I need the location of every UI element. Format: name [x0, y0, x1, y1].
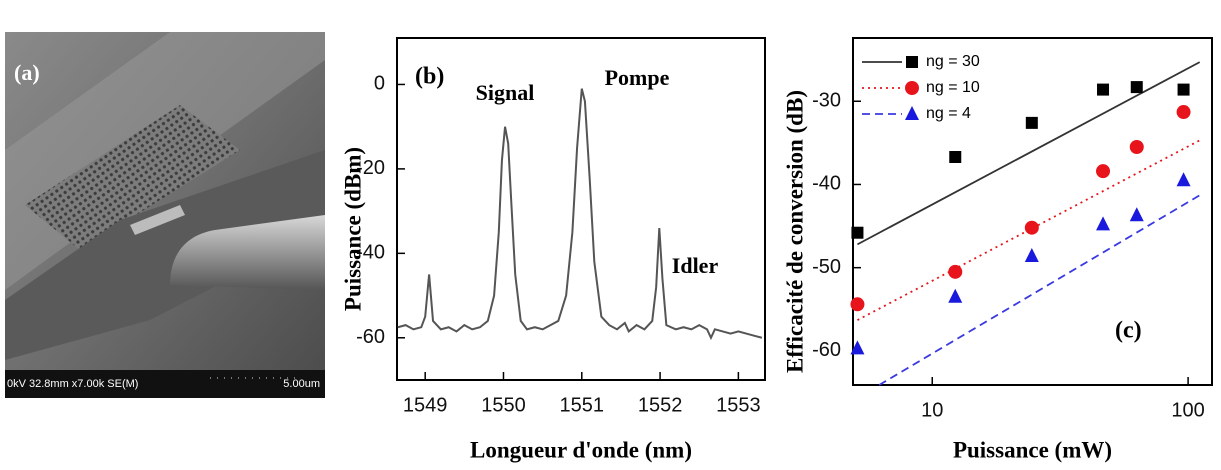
legend-label: ng = 4 — [926, 105, 971, 122]
panel-label: (c) — [1115, 318, 1142, 344]
legend-marker — [905, 106, 919, 120]
x-tick-label: 1552 — [638, 394, 683, 416]
data-point — [948, 264, 963, 279]
data-point — [1177, 83, 1190, 96]
x-axis-title: Longueur d'onde (nm) — [470, 437, 692, 462]
annotation: Pompe — [605, 65, 670, 90]
y-tick-label: -40 — [356, 242, 385, 264]
data-point — [1176, 172, 1191, 187]
scale-info: 0kV 32.8mm x7.00k SE(M) — [7, 378, 138, 390]
data-point — [1130, 81, 1143, 94]
y-axis-title: Puissance (dBm) — [340, 147, 365, 311]
data-point — [1097, 83, 1110, 96]
y-tick-label: -60 — [356, 326, 385, 348]
data-point — [1096, 164, 1111, 179]
y-tick-label: -30 — [812, 90, 841, 112]
spectrum-line — [397, 88, 763, 341]
plot-frame — [396, 37, 766, 381]
data-point — [1096, 216, 1111, 231]
x-tick-label: 1550 — [481, 394, 526, 416]
data-point — [948, 288, 963, 303]
annotation: Idler — [672, 253, 719, 278]
sem-image — [5, 32, 325, 398]
x-tick-label: 1549 — [403, 394, 448, 416]
data-point — [1129, 140, 1144, 155]
data-point — [1025, 116, 1038, 129]
y-tick-label: -20 — [356, 157, 385, 179]
y-tick-label: -50 — [812, 256, 841, 278]
x-tick-label: 10 — [921, 399, 943, 421]
y-tick-label: 0 — [374, 73, 385, 95]
legend-label: ng = 10 — [926, 79, 980, 96]
y-tick-label: -60 — [812, 339, 841, 361]
data-point — [1024, 248, 1039, 263]
plot-frame — [852, 37, 1213, 386]
x-tick-label: 100 — [1171, 399, 1204, 421]
panel-label: (a) — [14, 60, 40, 85]
data-point — [1024, 220, 1039, 235]
fit-line — [878, 194, 1201, 386]
y-axis-title: Efficacité de conversion (dB) — [782, 90, 807, 373]
data-point — [1176, 105, 1191, 120]
x-tick-label: 1551 — [560, 394, 605, 416]
x-axis-title: Puissance (mW) — [953, 437, 1112, 462]
annotation: Signal — [476, 80, 535, 105]
legend-marker — [906, 56, 918, 68]
x-tick-label: 1553 — [716, 394, 761, 416]
legend-marker — [905, 81, 919, 95]
data-point — [850, 297, 865, 312]
scale-bar-label: 5.00um — [283, 378, 320, 390]
legend-label: ng = 30 — [926, 53, 980, 70]
y-tick-label: -40 — [812, 173, 841, 195]
data-point — [850, 340, 865, 355]
data-point — [851, 226, 864, 239]
data-point — [949, 150, 962, 163]
data-point — [1129, 207, 1144, 222]
panel-label: (b) — [415, 64, 444, 90]
